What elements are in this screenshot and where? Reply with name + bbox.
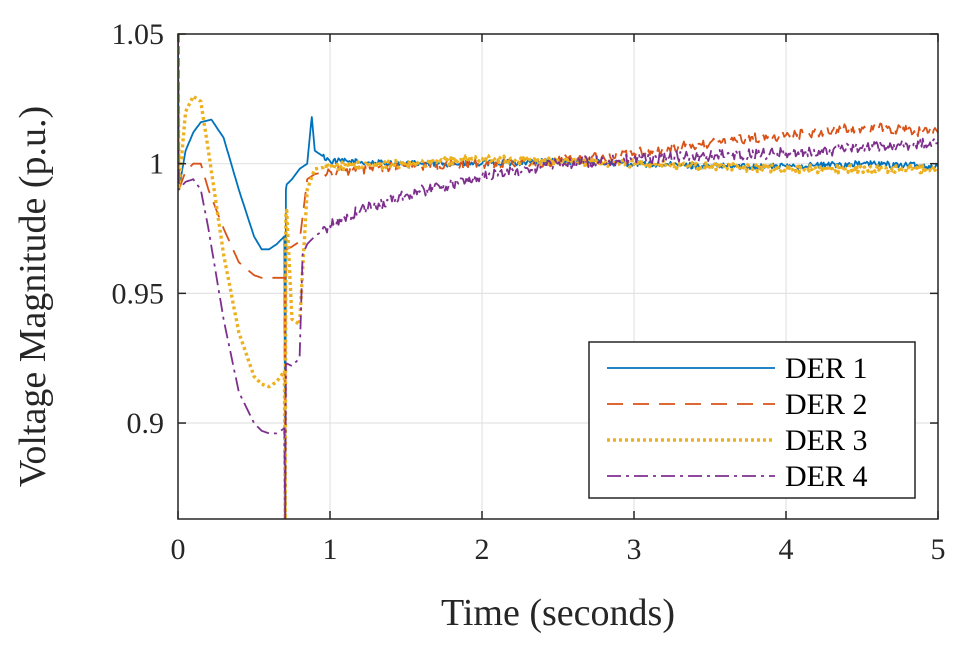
y-tick-label: 0.95	[112, 277, 165, 310]
series-line-der-3	[178, 34, 938, 519]
x-tick-label: 1	[323, 533, 338, 566]
x-axis-title: Time (seconds)	[441, 592, 675, 634]
series-layer	[178, 34, 938, 519]
plot-frame	[177, 33, 939, 520]
y-axis-title: Voltage Magnitude (p.u.)	[12, 106, 54, 487]
legend-label-der-2: DER 2	[785, 388, 868, 421]
legend-label-der-3: DER 3	[785, 424, 868, 457]
y-tick-labels: 0.9 0.95 1 1.05	[112, 18, 165, 440]
tick-marks	[177, 33, 939, 519]
x-tick-label: 4	[779, 533, 794, 566]
legend-label-der-1: DER 1	[785, 352, 868, 385]
x-tick-labels: 0 1 2 3 4 5	[171, 533, 946, 566]
x-tick-label: 0	[171, 533, 186, 566]
y-tick-label: 0.9	[127, 407, 165, 440]
series-line-der-4	[178, 34, 938, 519]
y-tick-label: 1.05	[112, 18, 165, 51]
y-tick-label: 1	[149, 148, 164, 181]
series-line-der-2	[178, 34, 938, 519]
x-tick-label: 3	[627, 533, 642, 566]
x-tick-label: 2	[475, 533, 490, 566]
legend-label-der-4: DER 4	[785, 460, 868, 493]
x-tick-label: 5	[931, 533, 946, 566]
